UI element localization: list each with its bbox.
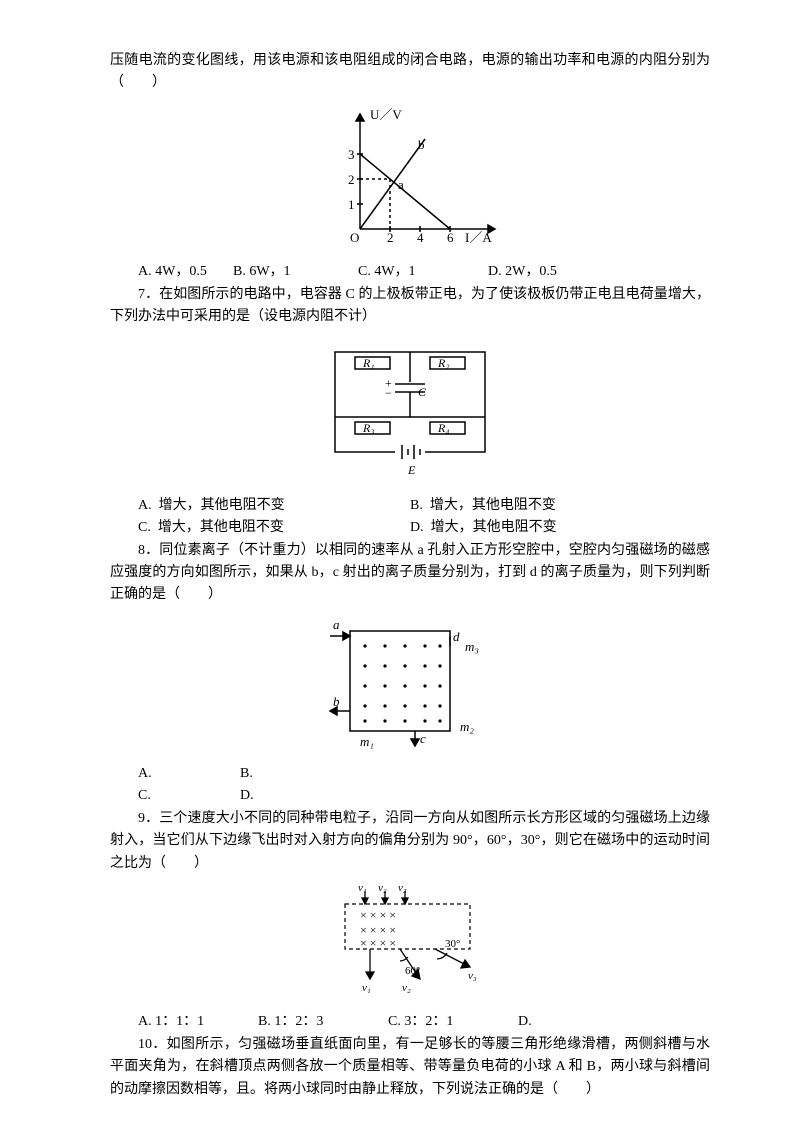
q6-xlabel: I／A [465,230,492,245]
q6-xt4: 4 [417,230,424,245]
q6-tail-text: 压随电流的变化图线，用该电源和该电阻组成的闭合电路，电源的输出功率和电源的内阻分… [110,50,710,95]
svg-text:v₃: v₃ [468,970,477,982]
svg-text:R₄: R₄ [437,421,450,435]
q6-yt2: 2 [348,172,355,187]
q10-body: 如图所示，匀强磁场垂直纸面向里，有一足够长的等腰三角形绝缘滑槽，两侧斜槽与水平面… [110,1037,710,1097]
svg-text:m₂: m₂ [460,719,474,734]
q9-diagram: × × × × × × × × × × × × v₁ v₂ [110,879,710,1007]
svg-text:v₂: v₂ [402,982,411,994]
svg-text:v₁: v₁ [362,982,371,994]
svg-text:m₃: m₃ [465,639,479,654]
svg-text:× × × ×: × × × × [360,923,396,937]
q6-opt-b: B. 6W，1 [205,261,330,283]
q6-b: b [418,137,425,152]
q8-num: 8． [138,543,159,558]
svg-text:b: b [333,694,340,709]
q7-num: 7． [138,287,159,302]
q8-opt-a: A. [110,763,240,785]
q8-options: A. B. C. D. [110,763,710,808]
svg-text:E: E [407,463,416,477]
q9-options: A. 1：1：1 B. 1：2：3 C. 3：2：1 D. [110,1011,710,1033]
q6-options: A. 4W，0.5 B. 6W，1 C. 4W，1 D. 2W，0.5 [110,261,710,283]
q7-body: 在如图所示的电路中，电容器 C 的上极板带正电，为了使该极板仍带正电且电荷量增大… [110,287,710,324]
q6-a: a [398,177,404,192]
q6-xt2: 2 [387,230,394,245]
svg-text:× × × ×: × × × × [360,936,396,950]
q6-yt3: 3 [348,147,355,162]
q9-num: 9． [138,811,159,826]
svg-text:R₁: R₁ [362,356,375,370]
q6-graph: U／V 3 2 1 O 2 4 6 I／A b a [110,99,710,257]
q6-ylabel: U／V [370,107,402,122]
q9-text: 9．三个速度大小不同的同种带电粒子，沿同一方向从如图所示长方形区域的匀强磁场上边… [110,808,710,875]
svg-text:a: a [333,617,340,632]
svg-text:C: C [418,385,427,399]
q8-opt-d: D. [240,785,257,807]
q6-yt1: 1 [348,197,355,212]
q10-text: 10．如图所示，匀强磁场垂直纸面向里，有一足够长的等腰三角形绝缘滑槽，两侧斜槽与… [110,1034,710,1101]
q7-opt-b: B. 增大，其他电阻不变 [410,495,710,517]
svg-text:d: d [453,629,460,644]
svg-text:60°: 60° [405,965,420,977]
q8-opt-c: C. [110,785,240,807]
svg-text:v₁: v₁ [358,882,367,894]
q6-opt-d: D. 2W，0.5 [460,261,557,283]
q7-options: A. 增大，其他电阻不变 B. 增大，其他电阻不变 C. 增大，其他电阻不变 D… [110,495,710,540]
svg-text:× × × ×: × × × × [360,908,396,922]
svg-text:R₃: R₃ [362,421,375,435]
q6-origin: O [350,230,359,245]
q7-text: 7．在如图所示的电路中，电容器 C 的上极板带正电，为了使该极板仍带正电且电荷量… [110,284,710,329]
svg-text:m₁: m₁ [360,734,374,749]
q8-text: 8．同位素离子（不计重力）以相同的速率从 a 孔射入正方形空腔中，空腔内匀强磁场… [110,540,710,607]
q6-xt6: 6 [447,230,454,245]
q6-opt-c: C. 4W，1 [330,261,460,283]
q8-body: 同位素离子（不计重力）以相同的速率从 a 孔射入正方形空腔中，空腔内匀强磁场的磁… [110,543,710,603]
svg-text:c: c [420,731,426,746]
svg-text:−: − [385,386,392,400]
q7-opt-d: D. 增大，其他电阻不变 [410,517,710,539]
q6-opt-a: A. 4W，0.5 [110,261,205,283]
q7-opt-a: A. 增大，其他电阻不变 [110,495,410,517]
q9-opt-b: B. 1：2：3 [230,1011,360,1033]
svg-text:R₂: R₂ [437,356,450,370]
q8-field: a b c d m₁ m₂ m₃ [110,611,710,759]
svg-text:v₃: v₃ [398,882,407,894]
svg-text:30°: 30° [445,938,460,950]
q9-opt-c: C. 3：2：1 [360,1011,490,1033]
q10-num: 10． [138,1037,167,1052]
q7-circuit: R₁ R₂ R₃ R₄ C + − E [110,332,710,490]
svg-text:v₂: v₂ [378,882,387,894]
q9-opt-d: D. [490,1011,535,1033]
q9-body: 三个速度大小不同的同种带电粒子，沿同一方向从如图所示长方形区域的匀强磁场上边缘射… [110,811,710,871]
q9-opt-a: A. 1：1：1 [110,1011,230,1033]
q7-opt-c: C. 增大，其他电阻不变 [110,517,410,539]
q8-opt-b: B. [240,763,256,785]
